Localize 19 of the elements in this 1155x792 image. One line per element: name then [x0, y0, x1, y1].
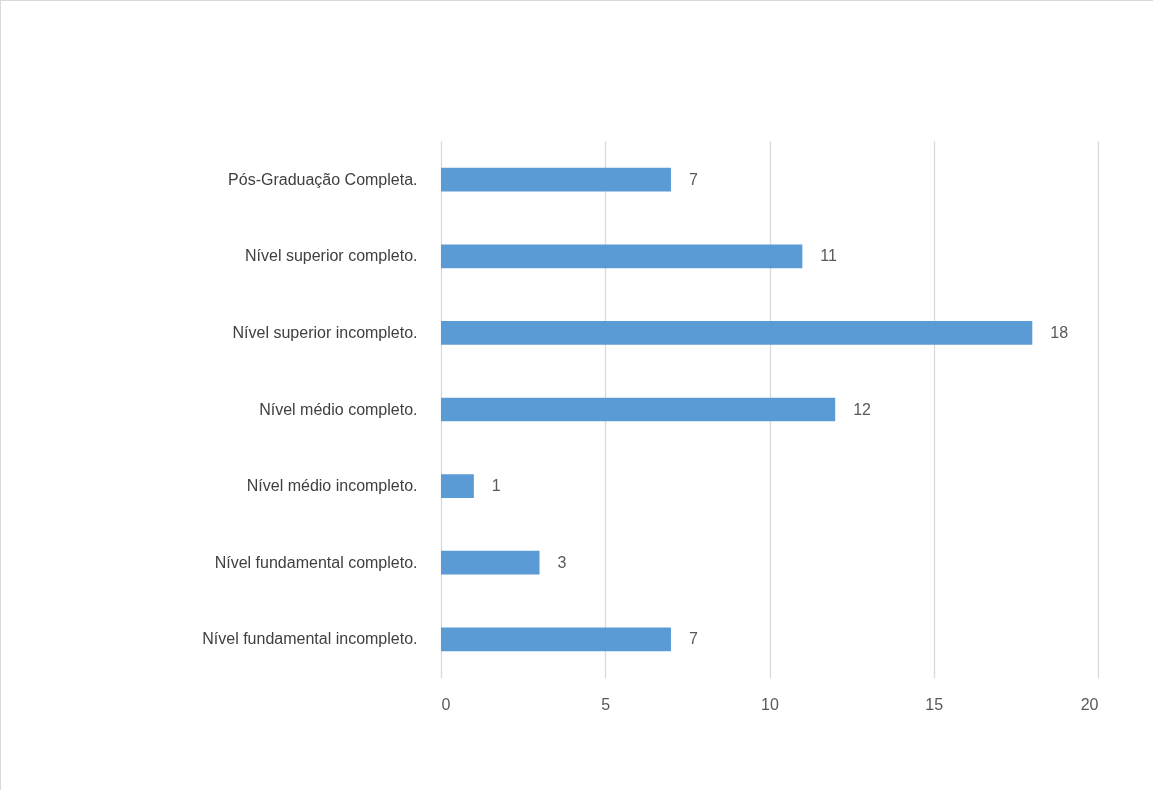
data-label: 7 [688, 170, 698, 188]
data-label: 11 [820, 247, 838, 265]
data-label: 12 [853, 400, 872, 418]
y-tick-label: Pós-Graduação Completa. [228, 170, 418, 188]
x-tick-label: 15 [925, 695, 944, 713]
y-tick-label: Nível fundamental completo. [214, 553, 418, 571]
y-tick-label: Nível superior incompleto. [232, 323, 418, 341]
y-tick-label: Nível fundamental incompleto. [202, 630, 418, 648]
x-tick-label: 5 [601, 695, 611, 713]
x-tick-label: 20 [1080, 695, 1099, 713]
data-label: 3 [557, 553, 567, 571]
x-tick-label: 10 [761, 695, 779, 713]
y-tick-label: Nível médio completo. [259, 400, 418, 418]
y-tick-label: Nível médio incompleto. [246, 477, 418, 495]
data-label: 7 [688, 630, 698, 648]
data-label: 1 [491, 477, 501, 495]
y-tick-label: Nível superior completo. [244, 247, 418, 265]
x-tick-label: 0 [441, 695, 451, 713]
data-label: 18 [1050, 323, 1069, 341]
